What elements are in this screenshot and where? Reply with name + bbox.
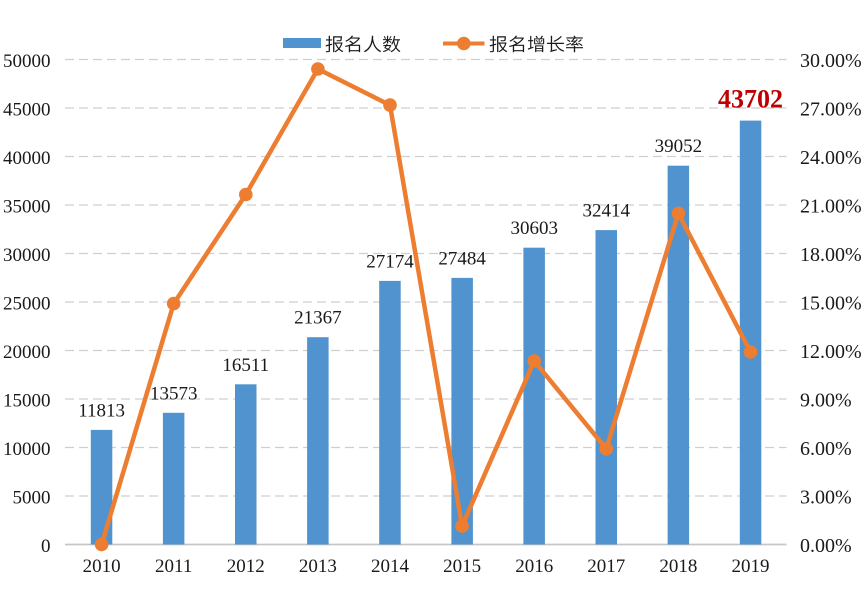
svg-text:32414: 32414 [583, 201, 631, 222]
svg-text:2010: 2010 [83, 556, 121, 577]
svg-text:11813: 11813 [78, 400, 125, 421]
svg-text:2012: 2012 [227, 556, 265, 577]
svg-text:18.00%: 18.00% [800, 244, 862, 266]
svg-text:2016: 2016 [515, 556, 553, 577]
svg-text:25000: 25000 [3, 294, 51, 315]
svg-text:2014: 2014 [371, 556, 410, 577]
svg-text:30603: 30603 [510, 218, 558, 239]
svg-text:27.00%: 27.00% [800, 99, 862, 121]
svg-text:12.00%: 12.00% [800, 341, 862, 363]
svg-text:5000: 5000 [13, 488, 51, 509]
svg-text:43702: 43702 [718, 85, 783, 114]
svg-text:10000: 10000 [3, 439, 51, 460]
svg-text:39052: 39052 [655, 136, 703, 157]
svg-text:45000: 45000 [3, 100, 51, 121]
svg-text:0: 0 [41, 536, 51, 557]
svg-text:40000: 40000 [3, 148, 51, 169]
svg-text:0.00%: 0.00% [800, 535, 852, 557]
svg-text:2015: 2015 [443, 556, 481, 577]
svg-text:2019: 2019 [732, 556, 770, 577]
svg-text:16511: 16511 [222, 355, 269, 376]
svg-text:21367: 21367 [294, 308, 342, 329]
svg-text:27174: 27174 [366, 251, 414, 272]
svg-text:15.00%: 15.00% [800, 293, 862, 315]
svg-text:3.00%: 3.00% [800, 487, 852, 509]
svg-text:13573: 13573 [150, 383, 198, 404]
svg-text:35000: 35000 [3, 197, 51, 218]
svg-text:24.00%: 24.00% [800, 147, 862, 169]
svg-text:2018: 2018 [659, 556, 697, 577]
svg-text:20000: 20000 [3, 342, 51, 363]
svg-text:15000: 15000 [3, 391, 51, 412]
svg-text:2013: 2013 [299, 556, 337, 577]
svg-text:21.00%: 21.00% [800, 196, 862, 218]
svg-text:9.00%: 9.00% [800, 390, 852, 412]
svg-text:30000: 30000 [3, 245, 51, 266]
svg-text:2011: 2011 [155, 556, 192, 577]
svg-text:50000: 50000 [3, 51, 51, 72]
svg-text:6.00%: 6.00% [800, 438, 852, 460]
svg-text:2017: 2017 [587, 556, 625, 577]
svg-text:30.00%: 30.00% [800, 50, 862, 72]
svg-text:27484: 27484 [438, 248, 486, 269]
